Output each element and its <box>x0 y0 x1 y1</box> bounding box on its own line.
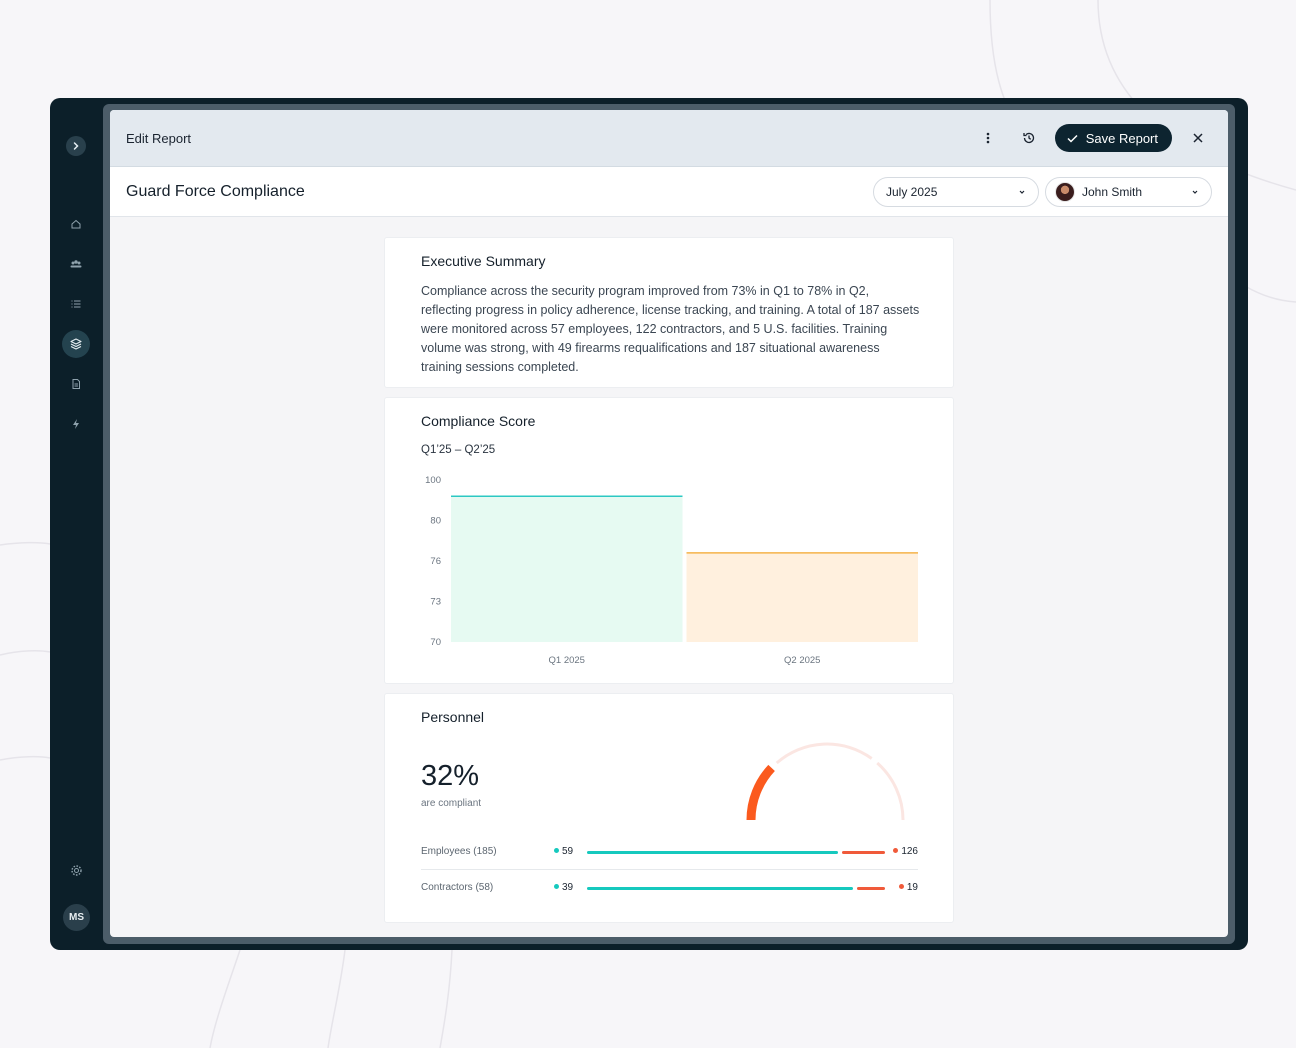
non-compliant-bar <box>842 851 885 854</box>
gauge-compliant-arc <box>746 764 775 821</box>
personnel-row-contractors: Contractors (58) 39 19 <box>421 881 918 915</box>
modal-frame: Edit Report Save Report Guard Force Comp… <box>103 104 1235 944</box>
compliance-score-chart: 100 80 76 73 70 Q1 2025 Q2 2025 <box>425 475 918 666</box>
executive-summary-card: Executive Summary Compliance across the … <box>384 237 954 388</box>
layers-icon <box>70 338 82 350</box>
chevron-down-icon <box>1019 190 1025 194</box>
x-tick-label: Q1 2025 <box>549 655 585 666</box>
check-icon <box>1067 134 1078 143</box>
modal-title: Edit Report <box>126 130 192 146</box>
edit-report-modal: Edit Report Save Report Guard Force Comp… <box>110 110 1228 937</box>
nav-reports[interactable] <box>62 330 90 358</box>
executive-summary-heading: Executive Summary <box>421 253 546 269</box>
nav-automations[interactable] <box>64 412 88 436</box>
compliant-count: 39 <box>554 881 573 895</box>
bar-1 <box>451 496 683 642</box>
x-tick-label: Q2 2025 <box>784 655 820 666</box>
bar-2 <box>686 552 918 642</box>
gauge-track-arc <box>876 761 905 821</box>
list-icon <box>71 300 81 308</box>
compliant-count: 59 <box>554 845 573 859</box>
report-toolbar: Guard Force Compliance July 2025 John Sm… <box>110 167 1228 217</box>
user-select-value: John Smith <box>1082 184 1143 199</box>
home-icon <box>71 219 81 229</box>
compliance-score-heading: Compliance Score <box>421 413 536 429</box>
compliance-percent: 32% <box>421 760 480 792</box>
y-tick-label: 73 <box>430 597 441 608</box>
nav-documents[interactable] <box>64 372 88 396</box>
personnel-row-employees: Employees (185) 59 126 <box>421 845 918 879</box>
row-label: Employees (185) <box>421 846 497 857</box>
report-content[interactable]: Executive Summary Compliance across the … <box>110 217 1228 936</box>
y-tick-label: 76 <box>430 556 441 567</box>
compliance-gauge <box>746 742 905 821</box>
nav-home[interactable] <box>64 212 88 236</box>
close-icon <box>1193 133 1203 143</box>
y-tick-label: 80 <box>430 516 441 527</box>
executive-summary-text: Compliance across the security program i… <box>421 284 920 374</box>
compliance-percent-caption: are compliant <box>421 798 482 809</box>
bolt-icon <box>73 419 79 429</box>
gauge-track-arc <box>775 742 873 765</box>
settings-icon <box>70 864 82 876</box>
chevron-right-icon <box>73 142 79 150</box>
history-button[interactable] <box>1015 124 1043 152</box>
expand-sidebar-button[interactable] <box>66 136 86 156</box>
month-select[interactable]: July 2025 <box>873 176 1039 207</box>
compliance-range-label: Q1’25 – Q2’25 <box>421 444 496 456</box>
month-select-value: July 2025 <box>886 184 938 199</box>
nav-team[interactable] <box>64 252 88 276</box>
nav-settings[interactable] <box>64 858 88 882</box>
save-report-button[interactable]: Save Report <box>1054 124 1172 152</box>
user-select[interactable]: John Smith <box>1045 176 1212 207</box>
document-icon <box>72 379 80 389</box>
chevron-down-icon <box>1192 190 1198 194</box>
team-icon <box>70 260 82 268</box>
personnel-card: Personnel 32% are compliant Employees (1… <box>384 693 954 923</box>
user-avatar[interactable]: MS <box>63 904 90 931</box>
close-button[interactable] <box>1184 124 1212 152</box>
compliant-bar <box>587 851 839 854</box>
app-shell: MS Edit Report Save Report <box>50 98 1248 950</box>
non-compliant-count: 19 <box>898 881 918 895</box>
nav-list[interactable] <box>64 292 88 316</box>
report-title: Guard Force Compliance <box>126 182 305 200</box>
nav-rail: MS <box>50 98 103 950</box>
y-tick-label: 70 <box>430 637 441 648</box>
save-report-label: Save Report <box>1085 130 1158 146</box>
more-options-button[interactable] <box>974 124 1002 152</box>
row-label: Contractors (58) <box>421 882 494 893</box>
history-icon <box>1023 132 1034 144</box>
personnel-heading: Personnel <box>421 709 485 725</box>
modal-header: Edit Report Save Report <box>110 110 1228 167</box>
non-compliant-bar <box>857 887 885 890</box>
user-avatar-icon <box>1055 181 1075 202</box>
compliant-bar <box>587 887 854 890</box>
y-tick-label: 100 <box>425 475 441 486</box>
non-compliant-count: 126 <box>893 845 918 859</box>
more-vertical-icon <box>986 132 990 144</box>
compliance-score-card: Compliance Score Q1’25 – Q2’25 100 80 76 73… <box>384 397 954 684</box>
row-divider <box>421 869 918 870</box>
